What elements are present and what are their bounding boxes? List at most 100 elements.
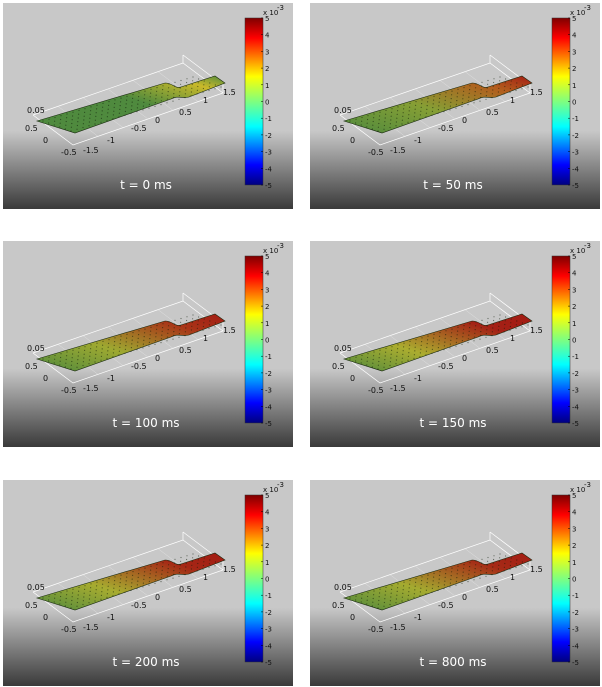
colorbar-tick-label: 2 [265, 303, 269, 311]
colorbar-tick-label: -2 [572, 132, 579, 140]
colorbar-tick-label: -3 [572, 149, 579, 157]
x-tick-label: -0.5 [438, 362, 454, 371]
colorbar-multiplier: x 10 [570, 247, 585, 255]
x-tick-label: 1.5 [530, 326, 543, 335]
colorbar-exponent: -3 [584, 4, 591, 12]
y-tick-label: 0.5 [25, 124, 38, 133]
colorbar-tick-label: -5 [265, 182, 272, 190]
y-tick-label: -0.5 [61, 148, 77, 157]
x-tick-label: 1 [510, 334, 515, 343]
x-tick-label: -0.5 [131, 362, 147, 371]
time-label: t = 0 ms [120, 178, 172, 192]
panel-plot: 0.05 0.5 0 -0.5 -1.5 -1 -0.5 0 0.5 1 1.5 5 4 3 2 1 0 -1 -2… [3, 480, 293, 686]
y-tick-label: -0.5 [368, 386, 384, 395]
panel-plot: 0.05 0.5 0 -0.5 -1.5 -1 -0.5 0 0.5 1 1.5 5 4 3 2 1 0 -1 -2… [310, 3, 600, 209]
panel-plot: 0.05 0.5 0 -0.5 -1.5 -1 -0.5 0 0.5 1 1.5 5 4 3 2 1 0 -1 -2… [3, 3, 293, 209]
colorbar-tick-label: -5 [572, 182, 579, 190]
colorbar-tick-label: -3 [265, 387, 272, 395]
x-tick-label: -1.5 [83, 623, 99, 632]
mesh-nodes [349, 553, 529, 609]
colorbar-exponent: -3 [277, 242, 284, 250]
colorbar-tick-label: 5 [265, 15, 269, 23]
time-label: t = 200 ms [112, 655, 179, 669]
colorbar-exponent: -3 [584, 242, 591, 250]
x-tick-label: 1.5 [530, 565, 543, 574]
x-tick-label: 1.5 [223, 565, 236, 574]
colorbar-tick-label: -4 [265, 403, 273, 411]
colorbar-tick-label: -4 [265, 642, 273, 650]
colorbar-tick-label: -1 [572, 115, 579, 123]
colorbar-tick-label: 1 [265, 82, 269, 90]
colorbar-exponent: -3 [277, 4, 284, 12]
x-tick-label: 1.5 [530, 88, 543, 97]
mesh-nodes [42, 553, 222, 609]
mesh-nodes [42, 314, 222, 370]
x-tick-label: 1 [203, 334, 208, 343]
colorbar-tick-label: -5 [265, 659, 272, 667]
colorbar-tick-label: -2 [265, 609, 272, 617]
x-tick-label: 0 [155, 116, 160, 125]
y-tick-label: -0.5 [368, 148, 384, 157]
colorbar-tick-label: -4 [572, 165, 580, 173]
colorbar-tick-label: -2 [265, 370, 272, 378]
x-tick-label: -1.5 [83, 146, 99, 155]
x-tick-label: 1.5 [223, 88, 236, 97]
colorbar [244, 494, 264, 663]
colorbar-tick-label: -1 [265, 592, 272, 600]
specimen-surface [35, 313, 226, 372]
z-tick-label: 0.05 [27, 106, 45, 115]
x-tick-label: 1 [203, 573, 208, 582]
x-tick-label: -0.5 [438, 124, 454, 133]
colorbar-tick-label: 5 [265, 492, 269, 500]
colorbar-tick-label: 4 [265, 32, 270, 40]
colorbar-tick-label: 3 [572, 48, 576, 56]
x-tick-label: 0.5 [179, 108, 192, 117]
colorbar-tick-label: 4 [572, 32, 577, 40]
colorbar-tick-label: 0 [265, 576, 269, 584]
y-tick-label: 0 [43, 136, 48, 145]
x-tick-label: -0.5 [131, 124, 147, 133]
colorbar-tick-label: 0 [265, 99, 269, 107]
colorbar-tick-label: -3 [572, 387, 579, 395]
x-tick-label: 1.5 [223, 326, 236, 335]
colorbar-tick-label: 2 [572, 65, 576, 73]
colorbar [244, 17, 264, 186]
colorbar-multiplier: x 10 [570, 9, 585, 17]
colorbar-tick-label: 3 [265, 286, 269, 294]
mesh-nodes [349, 314, 529, 370]
colorbar-tick-label: 2 [265, 542, 269, 550]
colorbar-tick-label: 4 [572, 509, 577, 517]
x-tick-label: -1 [414, 136, 422, 145]
x-tick-label: 0 [462, 116, 467, 125]
x-tick-label: -1.5 [83, 384, 99, 393]
mesh-nodes [349, 76, 529, 132]
colorbar-tick-label: 3 [265, 525, 269, 533]
y-tick-label: 0.5 [332, 124, 345, 133]
colorbar-tick-label: -4 [265, 165, 273, 173]
colorbar-tick-label: 5 [572, 492, 576, 500]
x-tick-label: -1 [107, 374, 115, 383]
x-tick-label: -1.5 [390, 146, 406, 155]
colorbar-tick-label: 1 [572, 559, 576, 567]
colorbar-tick-label: 4 [265, 270, 270, 278]
x-tick-label: -1 [414, 374, 422, 383]
simulation-panel: 0.05 0.5 0 -0.5 -1.5 -1 -0.5 0 0.5 1 1.5 5 4 3 2 1 0 -1 -2… [3, 3, 293, 209]
colorbar-multiplier: x 10 [263, 9, 278, 17]
colorbar-tick-label: 5 [265, 253, 269, 261]
colorbar-tick-label: 1 [265, 559, 269, 567]
y-tick-label: -0.5 [61, 625, 77, 634]
y-tick-label: 0 [350, 136, 355, 145]
x-tick-label: -1 [414, 613, 422, 622]
specimen-surface [342, 552, 533, 611]
x-tick-label: 0 [462, 593, 467, 602]
x-tick-label: -1.5 [390, 384, 406, 393]
colorbar-exponent: -3 [584, 481, 591, 489]
z-tick-label: 0.05 [27, 583, 45, 592]
x-tick-label: 0 [462, 354, 467, 363]
colorbar-tick-label: 0 [572, 337, 576, 345]
colorbar-tick-label: -4 [572, 403, 580, 411]
colorbar-multiplier: x 10 [570, 486, 585, 494]
x-tick-label: 1 [510, 96, 515, 105]
colorbar [244, 255, 264, 424]
x-tick-label: -1 [107, 613, 115, 622]
